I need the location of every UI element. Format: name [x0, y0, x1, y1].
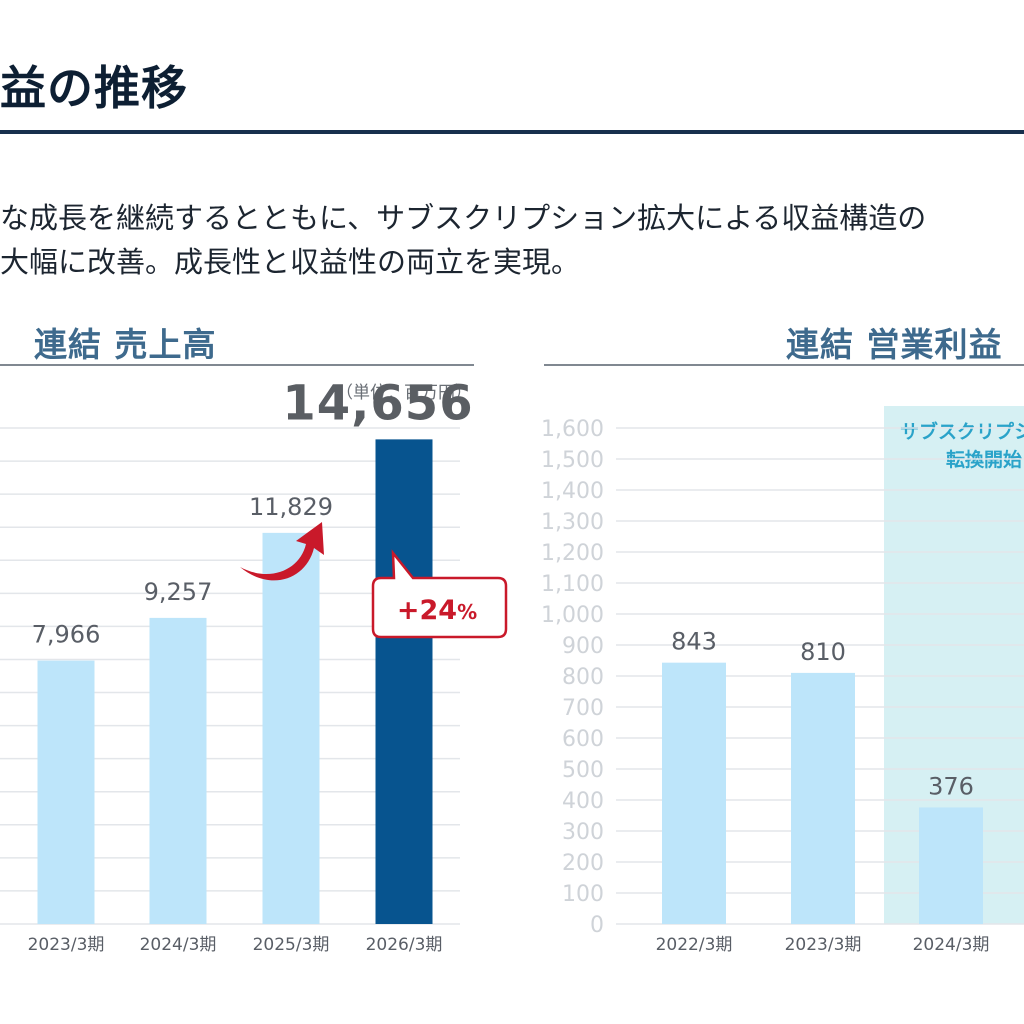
unit-note: （単位：百万円）: [336, 383, 472, 403]
profit-y-tick: 0: [590, 913, 604, 938]
profit-y-tick: 1,000: [541, 603, 604, 628]
growth-text: +24%: [397, 595, 477, 626]
sales-bar: [149, 617, 207, 924]
growth-callout: +24%: [371, 549, 508, 639]
sales-category-label: 2026/3期: [366, 935, 443, 955]
profit-y-tick: 1,100: [541, 572, 604, 597]
profit-bar: [662, 662, 726, 924]
profit-y-tick: 900: [562, 634, 604, 659]
curved-arrow-icon: [240, 522, 324, 581]
sales-value-label: 11,829: [249, 493, 333, 521]
profit-y-tick: 800: [562, 665, 604, 690]
sales-bar: [375, 439, 433, 924]
profit-value-label: 810: [800, 638, 846, 666]
title-divider: [0, 130, 1024, 134]
sales-bar: [37, 660, 95, 924]
profit-y-tick: 1,600: [541, 417, 604, 442]
profit-category-label: 2022/3期: [656, 935, 733, 955]
profit-bar: [919, 807, 983, 924]
profit-y-tick: 500: [562, 758, 604, 783]
profit-y-tick: 600: [562, 727, 604, 752]
profit-y-tick: 200: [562, 851, 604, 876]
profit-category-label: 2023/3期: [785, 935, 862, 955]
profit-y-tick: 700: [562, 696, 604, 721]
profit-y-tick: 100: [562, 882, 604, 907]
sales-chart: 7,966 2023/3期 9,257 2024/3期 11,829 2025/3期 14,…: [0, 375, 508, 955]
sales-chart-title: 連結 売上高: [34, 325, 217, 364]
sales-category-label: 2024/3期: [140, 935, 217, 955]
profit-value-label: 843: [671, 628, 717, 656]
band-label-line1: サブスクリプシ: [900, 420, 1024, 443]
profit-chart: サブスクリプシ転換開始1,6001,5001,4001,3001,2001,10…: [541, 406, 1024, 955]
lead-line-1: な成長を継続するとともに、サブスクリプション拡大による収益構造の: [0, 201, 927, 235]
profit-chart-rule: [544, 364, 1024, 366]
sales-category-label: 2023/3期: [28, 935, 105, 955]
profit-y-tick: 1,300: [541, 510, 604, 535]
profit-value-label: 376: [928, 772, 974, 800]
page-title: 益の推移: [0, 61, 188, 115]
profit-y-tick: 400: [562, 789, 604, 814]
sales-bar: [262, 532, 320, 924]
sales-value-label: 7,966: [32, 621, 101, 649]
sales-value-label: 14,656: [282, 375, 473, 431]
sales-category-label: 2025/3期: [253, 935, 330, 955]
sales-value-label: 9,257: [144, 578, 213, 606]
lead-line-2: 大幅に改善。成長性と収益性の両立を実現。: [0, 245, 581, 279]
profit-y-tick: 1,500: [541, 448, 604, 473]
profit-y-tick: 1,200: [541, 541, 604, 566]
profit-category-label: 2024/3期: [913, 935, 990, 955]
sales-chart-rule: [0, 364, 474, 366]
lead-text: な成長を継続するとともに、サブスクリプション拡大による収益構造の 大幅に改善。成…: [0, 196, 1024, 284]
profit-y-tick: 300: [562, 820, 604, 845]
profit-bar: [791, 672, 855, 924]
profit-chart-title: 連結 営業利益: [786, 325, 1003, 364]
profit-y-tick: 1,400: [541, 479, 604, 504]
